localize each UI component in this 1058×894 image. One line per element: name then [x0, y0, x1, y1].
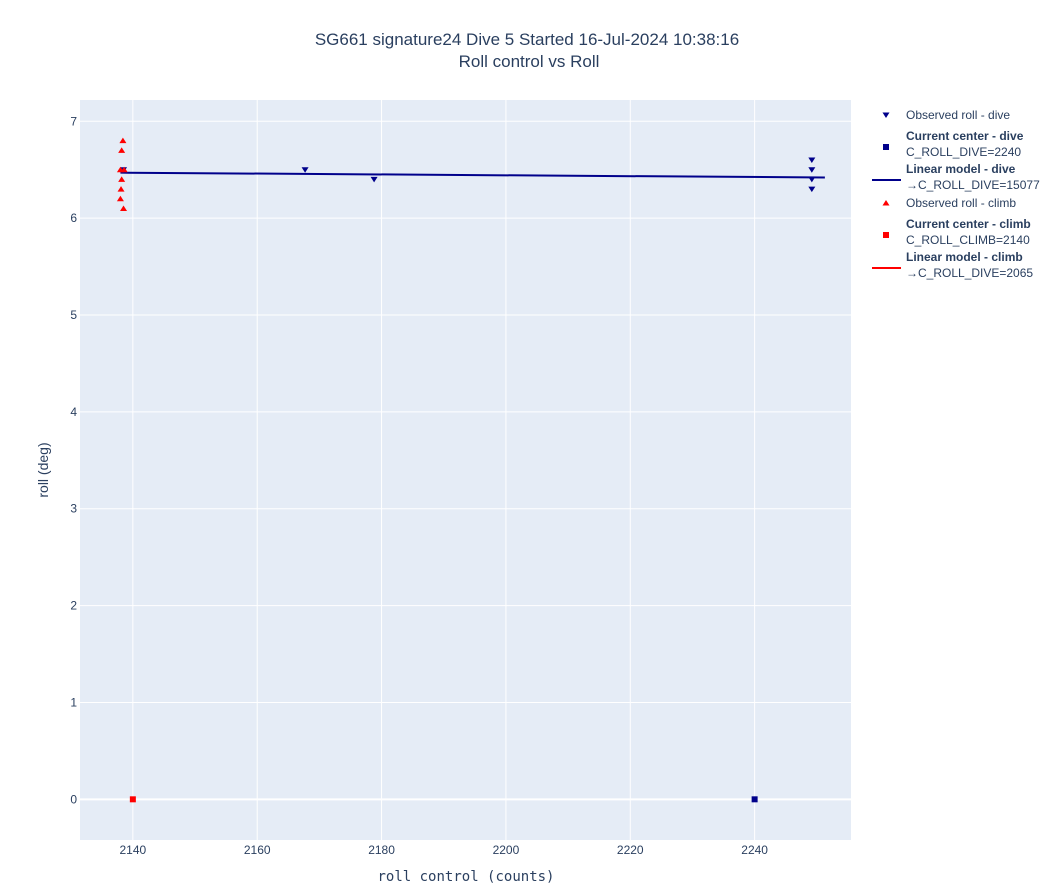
x-tick-label: 2140: [119, 843, 146, 857]
y-tick-label: 1: [70, 695, 77, 709]
data-point: [120, 166, 128, 173]
legend-label: Linear model - climb: [906, 250, 1023, 264]
y-axis-ticks: 0 1 2 3 4 5 6 7: [70, 114, 77, 806]
series-layer: [116, 137, 825, 803]
x-tick-label: 2240: [741, 843, 768, 857]
data-point: [120, 205, 128, 211]
legend-item[interactable]: Current center - dive C_ROLL_DIVE=2240: [883, 129, 1024, 159]
y-tick-label: 5: [70, 308, 77, 322]
legend-sublabel: →C_ROLL_DIVE=2065: [906, 266, 1033, 280]
y-tick-label: 3: [70, 502, 77, 516]
data-point: [301, 167, 309, 173]
data-point: [116, 195, 124, 202]
legend-item[interactable]: Observed roll - dive: [882, 108, 1011, 122]
legend-label: Observed roll - dive: [906, 108, 1010, 122]
y-axis-title: roll (deg): [35, 442, 51, 497]
series-observed-roll-climb: [116, 137, 128, 211]
plot-area: [80, 100, 851, 840]
legend-item[interactable]: Linear model - dive →C_ROLL_DIVE=15077: [872, 162, 1040, 192]
chart-subtitle: Roll control vs Roll: [459, 52, 600, 71]
data-point: [117, 186, 125, 192]
x-axis-title: roll control (counts): [377, 869, 554, 885]
legend-marker: [882, 112, 890, 118]
legend-item[interactable]: Observed roll - climb: [882, 196, 1017, 210]
data-point: [118, 147, 126, 153]
x-tick-label: 2180: [368, 843, 395, 857]
x-tick-label: 2200: [493, 843, 520, 857]
legend-label: Observed roll - climb: [906, 196, 1016, 210]
data-point: [808, 186, 816, 193]
data-point: [370, 176, 378, 183]
series-current-center-dive: [751, 796, 758, 803]
legend-sublabel: C_ROLL_CLIMB=2140: [906, 233, 1030, 247]
legend-item[interactable]: Linear model - climb →C_ROLL_DIVE=2065: [872, 250, 1033, 280]
data-point: [808, 157, 816, 164]
legend-marker: [883, 232, 889, 238]
y-tick-label: 0: [70, 792, 77, 806]
grid: [80, 100, 851, 840]
x-tick-label: 2220: [617, 843, 644, 857]
x-tick-label: 2160: [244, 843, 271, 857]
legend-marker: [883, 144, 889, 150]
model-line: [120, 171, 825, 179]
series-current-center-climb: [129, 796, 136, 803]
y-tick-label: 7: [70, 114, 77, 128]
legend-item[interactable]: Current center - climb C_ROLL_CLIMB=2140: [883, 217, 1031, 247]
legend-label: Current center - dive: [906, 129, 1024, 143]
legend-marker: [882, 200, 890, 206]
data-point: [118, 176, 126, 182]
legend-label: Linear model - dive: [906, 162, 1016, 176]
data-point: [119, 137, 127, 144]
data-point: [808, 167, 816, 173]
legend-sublabel: →C_ROLL_DIVE=15077: [906, 178, 1040, 192]
y-tick-label: 6: [70, 211, 77, 225]
y-tick-label: 2: [70, 599, 77, 613]
chart-title: SG661 signature24 Dive 5 Started 16-Jul-…: [315, 30, 739, 49]
legend-label: Current center - climb: [906, 217, 1031, 231]
data-point: [751, 796, 758, 803]
x-axis-ticks: 2140 2160 2180 2200 2220 2240: [119, 843, 768, 857]
data-point: [129, 796, 136, 803]
legend-sublabel: C_ROLL_DIVE=2240: [906, 145, 1021, 159]
y-tick-label: 4: [70, 405, 77, 419]
series-linear-model-dive: [120, 171, 825, 179]
legend[interactable]: Observed roll - dive Current center - div…: [872, 108, 1040, 280]
